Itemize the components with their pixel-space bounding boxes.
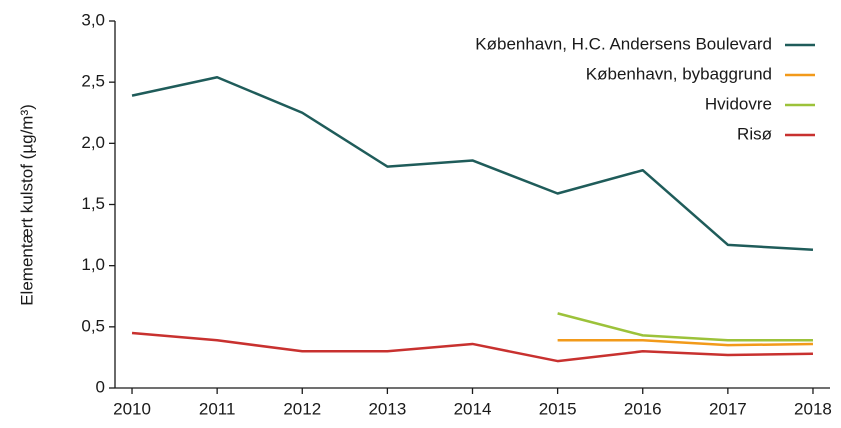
legend-label: Hvidovre — [705, 94, 772, 113]
x-tick-label: 2012 — [283, 399, 321, 418]
series-line — [131, 331, 813, 363]
y-tick-label: 2,5 — [81, 72, 105, 91]
x-tick-label: 2018 — [794, 399, 832, 418]
y-tick-label: 2,0 — [81, 133, 105, 152]
series-line — [131, 76, 814, 252]
series-line — [557, 312, 813, 342]
x-tick-label: 2016 — [624, 399, 662, 418]
legend-label: København, bybaggrund — [586, 64, 772, 83]
x-tick-label: 2017 — [709, 399, 747, 418]
series-line — [557, 339, 813, 347]
y-tick-label: 1,0 — [81, 255, 105, 274]
y-tick-label: 1,5 — [81, 194, 105, 213]
legend-label: København, H.C. Andersens Boulevard — [475, 34, 772, 53]
legend-label: Risø — [737, 124, 772, 143]
y-axis-label: Elementært kulstof (µg/m³) — [17, 104, 36, 306]
x-tick-label: 2011 — [199, 399, 236, 418]
y-tick-label: 0 — [96, 377, 105, 396]
x-tick-label: 2014 — [454, 399, 492, 418]
y-tick-label: 0,5 — [81, 316, 105, 335]
x-tick-label: 2010 — [113, 399, 151, 418]
y-tick-label: 3,0 — [81, 10, 105, 29]
x-tick-label: 2013 — [368, 399, 406, 418]
x-tick-label: 2015 — [539, 399, 577, 418]
